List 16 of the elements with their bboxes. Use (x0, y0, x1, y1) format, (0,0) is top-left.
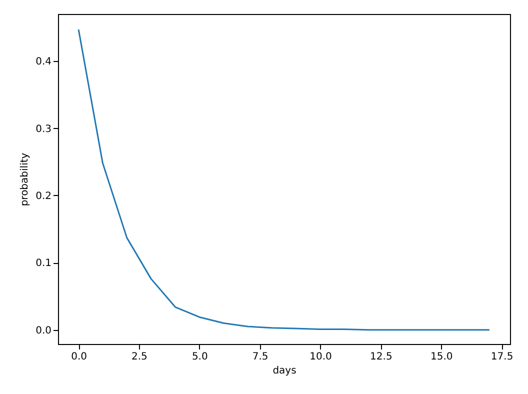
y-tick-label: 0.0 (36, 325, 52, 336)
x-tick-label: 17.5 (490, 352, 514, 362)
x-tick-label: 10.0 (310, 352, 332, 362)
x-axis-title: days (272, 366, 296, 376)
x-tick-label: 15.0 (430, 352, 453, 362)
line-series (78, 28, 490, 331)
y-tick-label: 0.1 (36, 258, 52, 270)
x-tick-label: 5.0 (192, 352, 208, 362)
x-tick-label: 2.5 (132, 352, 148, 362)
y-tick-label: 0.4 (36, 56, 52, 68)
x-tick-label: 7.5 (252, 352, 268, 362)
y-tick-label: 0.2 (36, 190, 52, 202)
x-tick-label: 0.0 (71, 352, 87, 362)
y-tick-label: 0.3 (36, 124, 52, 135)
x-tick-label: 12.5 (370, 352, 392, 362)
y-axis-title: probability (20, 152, 31, 206)
